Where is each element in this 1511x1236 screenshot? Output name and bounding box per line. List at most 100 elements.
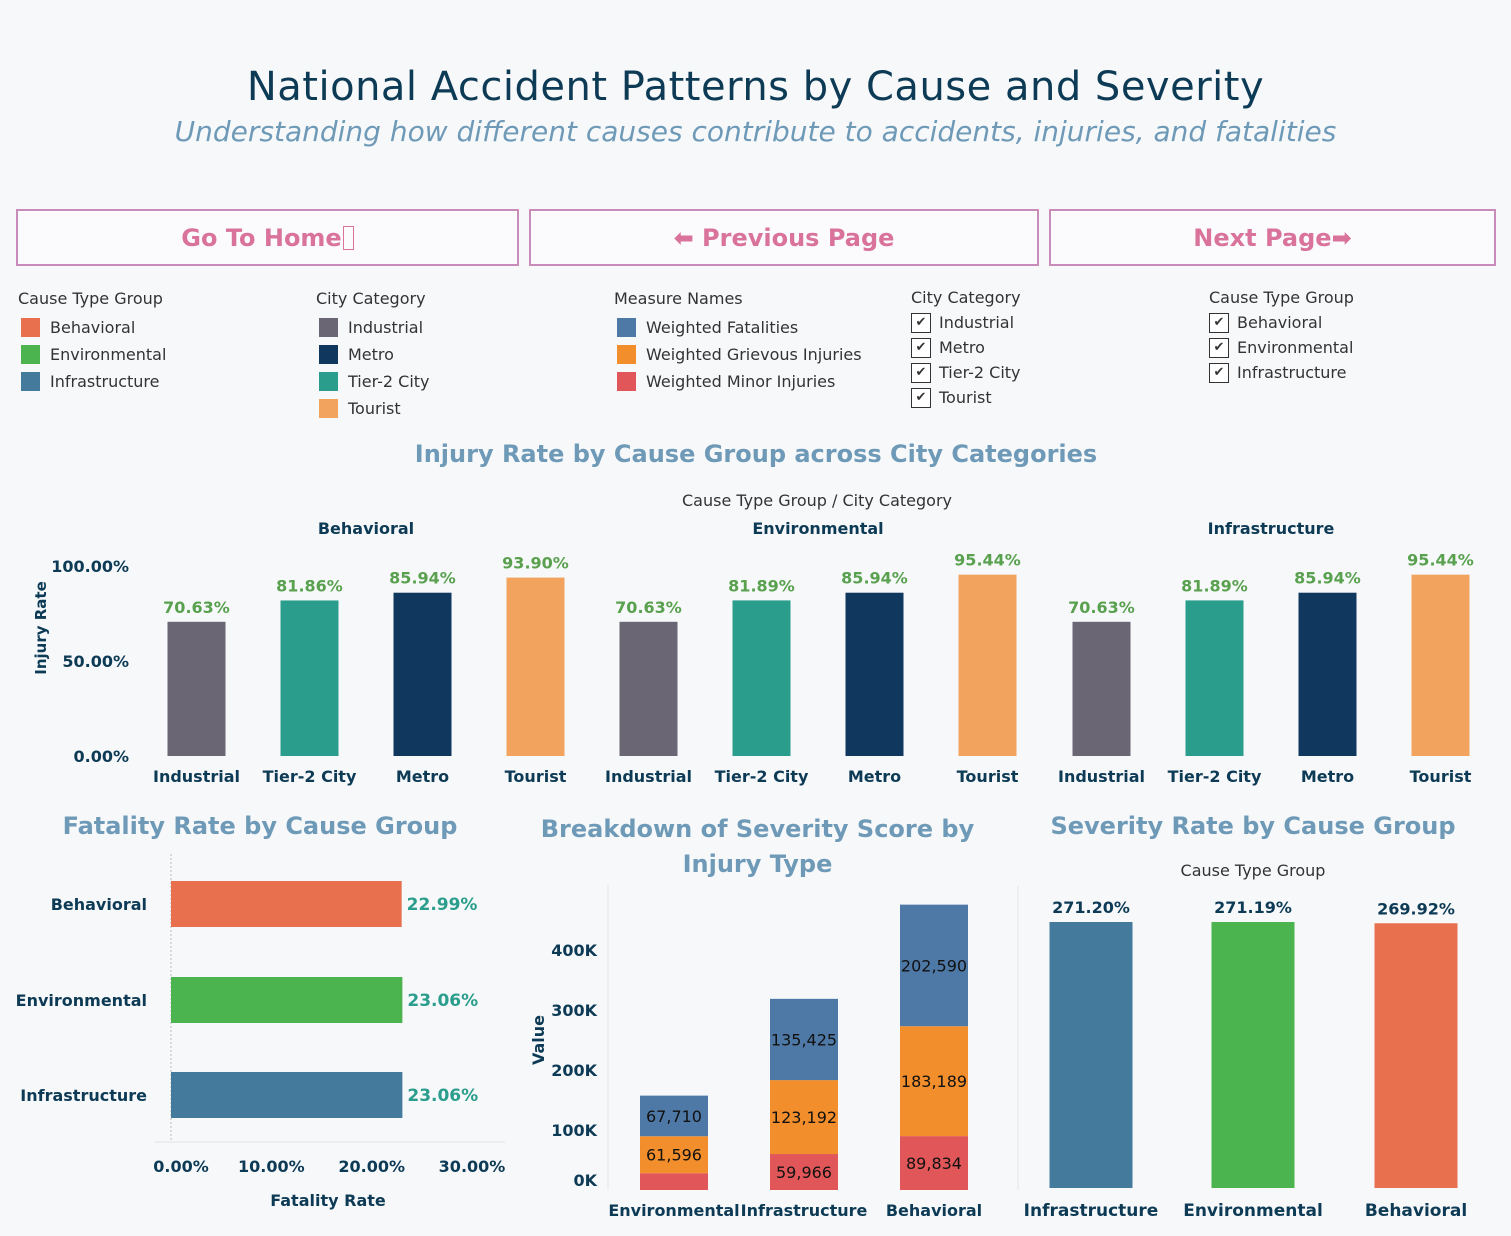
legend-item-weighted-grievous-injuries[interactable]: Weighted Grievous Injuries: [614, 341, 862, 368]
checkbox-checked-icon[interactable]: ✔: [911, 337, 931, 358]
data-label: 202,590: [901, 956, 967, 975]
filter-option-label: Infrastructure: [1237, 363, 1347, 382]
data-label: 89,834: [906, 1154, 962, 1173]
home-icon: [342, 225, 354, 250]
x-tick-label: Behavioral: [886, 1201, 982, 1220]
legend-item-behavioral[interactable]: Behavioral: [18, 314, 166, 341]
next-page-button[interactable]: Next Page➡: [1049, 209, 1496, 266]
filter-option-label: Industrial: [939, 313, 1015, 332]
bar-behavioral: [1374, 923, 1458, 1188]
checkbox-checked-icon[interactable]: ✔: [911, 387, 931, 408]
filter-option-industrial[interactable]: ✔ Industrial: [911, 310, 1021, 335]
data-label: 22.99%: [407, 895, 478, 915]
legend-swatch: [319, 318, 338, 337]
data-label: 81.86%: [276, 576, 343, 595]
filter-title: City Category: [911, 288, 1021, 307]
legend-label: Infrastructure: [50, 372, 160, 391]
bar-behavioral-tier-2-city: [280, 600, 339, 756]
data-label: 81.89%: [728, 576, 795, 595]
legend-swatch: [617, 372, 636, 391]
bar-infrastructure-metro: [1298, 592, 1357, 756]
legend-item-weighted-minor-injuries[interactable]: Weighted Minor Injuries: [614, 368, 862, 395]
legend-item-infrastructure[interactable]: Infrastructure: [18, 368, 166, 395]
legend-title: City Category: [316, 289, 426, 308]
checkbox-checked-icon[interactable]: ✔: [911, 312, 931, 333]
bar-behavioral: [171, 881, 402, 927]
data-label: 85.94%: [1294, 569, 1361, 588]
bar-infrastructure: [1049, 922, 1133, 1188]
filter-option-metro[interactable]: ✔ Metro: [911, 335, 1021, 360]
data-label: 271.20%: [1052, 898, 1130, 917]
bar-behavioral-metro: [393, 592, 452, 756]
bar-environmental: [171, 977, 403, 1023]
checkbox-checked-icon[interactable]: ✔: [1209, 362, 1229, 383]
severity-breakdown-chart: 0K 100K 200K 300K 400K Value 61,596 67,710 Envir…: [529, 885, 982, 1220]
filter-option-label: Environmental: [1237, 338, 1354, 357]
segment-behavioral-weighted-fatalities: [900, 904, 968, 1027]
filter-option-behavioral[interactable]: ✔ Behavioral: [1209, 310, 1354, 335]
legend-item-weighted-fatalities[interactable]: Weighted Fatalities: [614, 314, 862, 341]
segment-infrastructure-weighted-minor-injuries: [770, 1154, 838, 1190]
x-tick-label: 30.00%: [439, 1157, 506, 1176]
previous-page-button[interactable]: ⬅ Previous Page: [529, 209, 1039, 266]
legend-label: Weighted Fatalities: [646, 318, 799, 337]
data-label: 61,596: [646, 1146, 702, 1165]
x-tick-label: Behavioral: [1365, 1201, 1467, 1220]
bar-environmental-industrial: [619, 621, 678, 756]
checkbox-checked-icon[interactable]: ✔: [911, 362, 931, 383]
legend-label: Metro: [348, 345, 394, 364]
data-label: 70.63%: [163, 598, 230, 617]
y-tick-label: Behavioral: [51, 895, 147, 914]
data-label: 67,710: [646, 1107, 702, 1126]
data-label: 70.63%: [1068, 598, 1135, 617]
legend-swatch: [21, 372, 40, 391]
chart-header: Cause Type Group / City Category: [682, 491, 952, 510]
filter-option-tier-2-city[interactable]: ✔ Tier-2 City: [911, 360, 1021, 385]
legend-measure-names: Measure Names Weighted Fatalities Weight…: [614, 289, 862, 395]
segment-environmental-weighted-fatalities: [640, 1095, 708, 1137]
legend-swatch: [319, 372, 338, 391]
legend-label: Behavioral: [50, 318, 136, 337]
data-label: 271.19%: [1214, 898, 1292, 917]
filter-option-infrastructure[interactable]: ✔ Infrastructure: [1209, 360, 1354, 385]
x-tick-label: Metro: [1301, 767, 1354, 786]
y-tick-label: 400K: [551, 941, 597, 960]
filter-option-tourist[interactable]: ✔ Tourist: [911, 385, 1021, 410]
x-axis-label: Fatality Rate: [270, 1191, 386, 1210]
go-to-home-button[interactable]: Go To Home: [16, 209, 519, 266]
bar-environmental-tier-2-city: [732, 600, 791, 756]
bar-behavioral-tourist: [506, 577, 565, 756]
legend-cause-type-group: Cause Type Group Behavioral Environmenta…: [18, 289, 166, 395]
x-tick-label: Infrastructure: [741, 1201, 868, 1220]
injury-rate-chart-title: Injury Rate by Cause Group across City C…: [414, 440, 1098, 468]
x-tick-label: Tier-2 City: [263, 767, 357, 786]
x-tick-label: Infrastructure: [1024, 1201, 1159, 1220]
legend-item-industrial[interactable]: Industrial: [316, 314, 430, 341]
legend-item-environmental[interactable]: Environmental: [18, 341, 166, 368]
checkbox-checked-icon[interactable]: ✔: [1209, 312, 1229, 333]
data-label: 23.06%: [407, 1086, 478, 1106]
legend-item-tier-2-city[interactable]: Tier-2 City: [316, 368, 430, 395]
filter-title: Cause Type Group: [1209, 288, 1354, 307]
data-label: 85.94%: [389, 569, 456, 588]
go-to-home-label: Go To Home: [181, 223, 342, 252]
y-tick-label: Infrastructure: [20, 1086, 147, 1105]
data-label: 93.90%: [502, 554, 569, 573]
segment-infrastructure-weighted-grievous-injuries: [770, 1080, 838, 1155]
x-tick-label: Environmental: [608, 1201, 739, 1220]
checkbox-checked-icon[interactable]: ✔: [1209, 337, 1229, 358]
y-tick-label: Environmental: [16, 991, 147, 1010]
panel-header-environmental: Environmental: [752, 519, 883, 538]
data-label: 70.63%: [615, 598, 682, 617]
bar-environmental: [1211, 922, 1295, 1188]
legend-swatch: [617, 318, 636, 337]
legend-label: Environmental: [50, 345, 167, 364]
x-tick-label: Environmental: [1183, 1201, 1323, 1220]
filter-option-environmental[interactable]: ✔ Environmental: [1209, 335, 1354, 360]
x-tick-label: Metro: [396, 767, 449, 786]
x-tick-label: Industrial: [605, 767, 692, 786]
legend-item-metro[interactable]: Metro: [316, 341, 430, 368]
legend-item-tourist[interactable]: Tourist: [316, 395, 430, 422]
filter-option-label: Metro: [939, 338, 985, 357]
x-tick-label: Tier-2 City: [1168, 767, 1262, 786]
